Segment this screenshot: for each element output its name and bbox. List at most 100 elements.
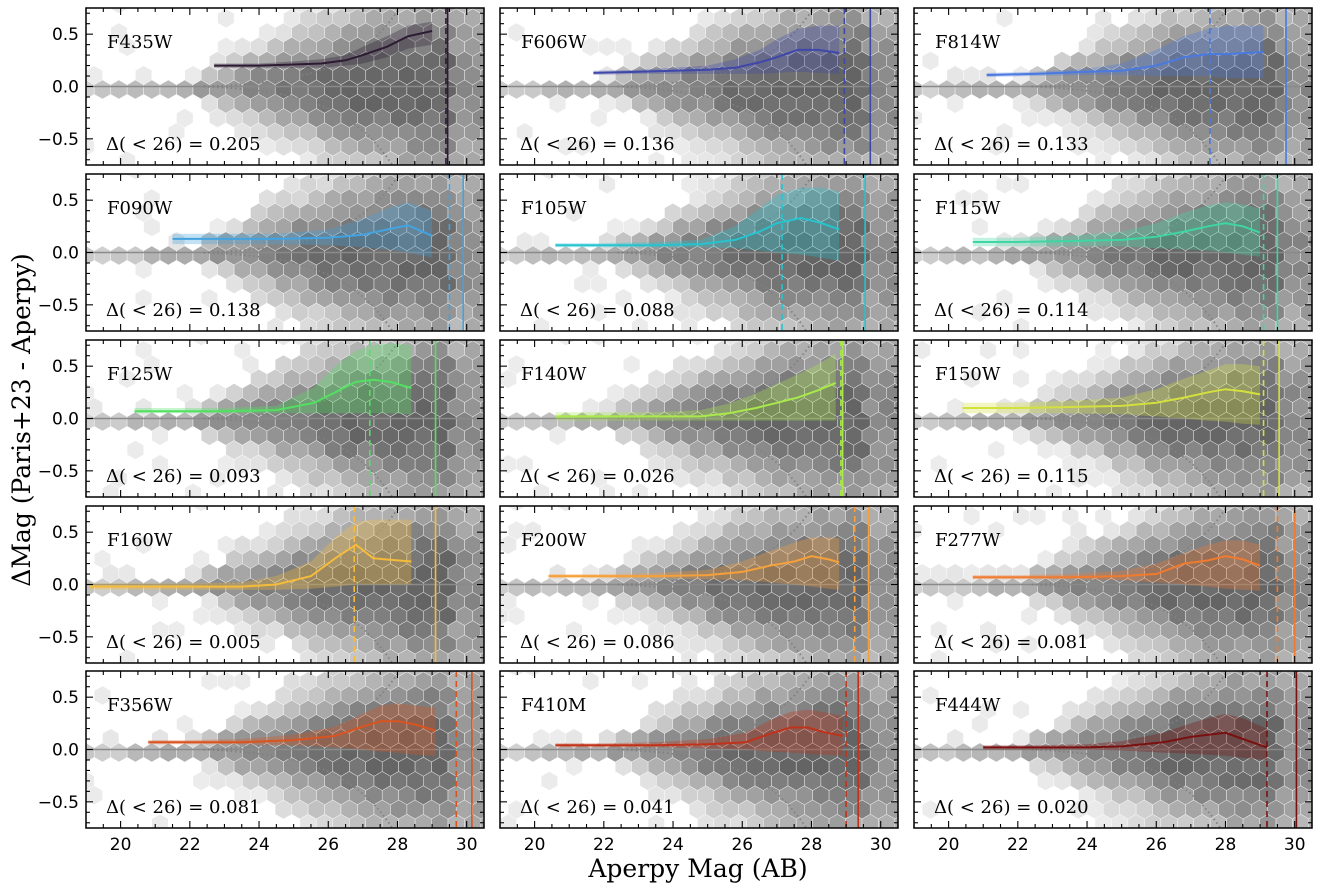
hexbin-density: [500, 8, 920, 165]
hexbin-cell: [110, 79, 128, 100]
panel-f125w: 0.5 0.0 −0.5 F125W Δ( < 26) = 0.093: [38, 339, 485, 498]
hexbin-cell: [930, 620, 948, 641]
filter-label: F277W: [935, 530, 1001, 551]
y-tick-label: 0.0: [52, 244, 79, 264]
hexbin-cell: [772, 829, 789, 848]
hexbin-cell: [489, 303, 506, 322]
hexbin-cell: [151, 426, 169, 446]
hexbin-cell: [508, 411, 525, 432]
hexbin-cell: [110, 411, 128, 432]
hexbin-cell: [508, 506, 525, 512]
hexbin-cell: [922, 51, 939, 71]
hexbin-cell: [86, 155, 87, 165]
panel-plot-area: [500, 506, 898, 663]
hexbin-cell: [565, 620, 583, 641]
filter-label: F444W: [935, 695, 1001, 716]
hexbin-cell: [200, 288, 218, 309]
hexbin-cell: [1308, 537, 1312, 552]
panel-plot-area: [914, 506, 1312, 663]
hexbin-cell: [489, 52, 506, 71]
hexbin-cell: [1308, 125, 1312, 140]
hexbin-cell: [971, 302, 989, 323]
hexbin-cell: [1094, 151, 1112, 165]
x-tick-label: 30: [456, 835, 478, 855]
scatter-band: [962, 364, 1261, 425]
hexbin-cell: [489, 686, 506, 705]
hexbin-cell: [126, 174, 144, 180]
hexbin-density: [500, 671, 898, 848]
hexbin-cell: [582, 671, 599, 692]
hexbin-cell: [1308, 205, 1312, 220]
scatter-band: [986, 25, 1264, 79]
hexbin-cell: [557, 506, 575, 512]
hexbin-density: [914, 671, 1312, 828]
scatter-band: [134, 343, 412, 415]
x-tick-label: 30: [870, 835, 892, 855]
x-tick-label: 24: [248, 835, 270, 855]
hexbin-cell: [1012, 340, 1030, 361]
hexbin-cell: [118, 151, 136, 165]
hexbin-cell: [987, 634, 1005, 655]
axis-ticks: [913, 174, 1313, 331]
hexbin-cell: [894, 731, 898, 746]
x-tick-label: 24: [662, 835, 684, 855]
hexbin-cell: [489, 829, 506, 848]
scatter-band: [972, 540, 1261, 591]
hexbin-cell: [489, 137, 506, 156]
hexbin-cell: [631, 671, 649, 692]
scatter-band: [214, 21, 433, 68]
hexbin-cell: [516, 454, 534, 475]
scatter-band: [172, 202, 433, 258]
hexbin-cell: [971, 714, 989, 734]
hexbin-cell: [524, 577, 542, 598]
hexbin-cell: [573, 79, 591, 100]
hexbin-cell: [184, 483, 202, 497]
offset-stat-label: Δ( < 26) = 0.020: [934, 797, 1089, 818]
scatter-band: [555, 353, 836, 421]
hexbin-cell: [508, 79, 525, 100]
hexbin-cell: [914, 340, 931, 361]
median-offset-line: [134, 378, 412, 413]
hexbin-cell: [821, 829, 837, 848]
hexbin-cell: [590, 108, 608, 128]
hexbin-cell: [407, 829, 423, 848]
filter-label: F435W: [107, 32, 173, 53]
hexbin-cell: [755, 829, 772, 848]
filter-label: F115W: [935, 198, 1001, 219]
panel-plot-area: [914, 671, 1312, 828]
x-tick-label: 20: [938, 835, 960, 855]
hexbin-cell: [508, 606, 525, 626]
error-envelope-lower: [1031, 583, 1222, 663]
hexbin-cell: [689, 829, 706, 848]
hexbin-cell: [500, 70, 501, 81]
hexbin-cell: [987, 520, 1005, 541]
hexbin-cell: [598, 174, 616, 195]
hexbin-cell: [489, 550, 506, 569]
hexbin-cell: [922, 245, 939, 266]
axis-ticks: [499, 506, 899, 663]
filter-label: F105W: [521, 198, 587, 219]
panel-f435w: 0.5 0.0 −0.5 F435W Δ( < 26) = 0.205: [38, 0, 506, 166]
scatter-band: [89, 519, 412, 590]
median-offset-line: [172, 224, 433, 240]
hexbin-cell: [903, 384, 920, 403]
hexbin-cell: [93, 245, 111, 266]
hexbin-cell: [565, 203, 583, 223]
hexbin-cell: [903, 52, 920, 71]
axis-ticks: [85, 174, 485, 331]
hexbin-cell: [489, 0, 506, 14]
panel-f105w: F105W Δ( < 26) = 0.088: [499, 173, 920, 332]
hexbin-cell: [532, 317, 550, 331]
panel-f444w: 20 22 24 26 28 30 F444W Δ( < 26) = 0.020: [913, 670, 1313, 855]
hexbin-cell: [894, 39, 898, 54]
hexbin-cell: [489, 521, 506, 540]
panel-plot-area: [86, 0, 506, 165]
hexbin-cell: [1012, 700, 1030, 720]
hexbin-cell: [903, 189, 920, 208]
axis-ticks: [85, 340, 485, 497]
hexbin-cell: [623, 354, 641, 375]
hexbin-cell: [489, 635, 506, 654]
panel-plot-area: [500, 340, 920, 497]
hexbin-cell: [615, 288, 632, 309]
y-tick-label: 0.0: [52, 741, 79, 761]
